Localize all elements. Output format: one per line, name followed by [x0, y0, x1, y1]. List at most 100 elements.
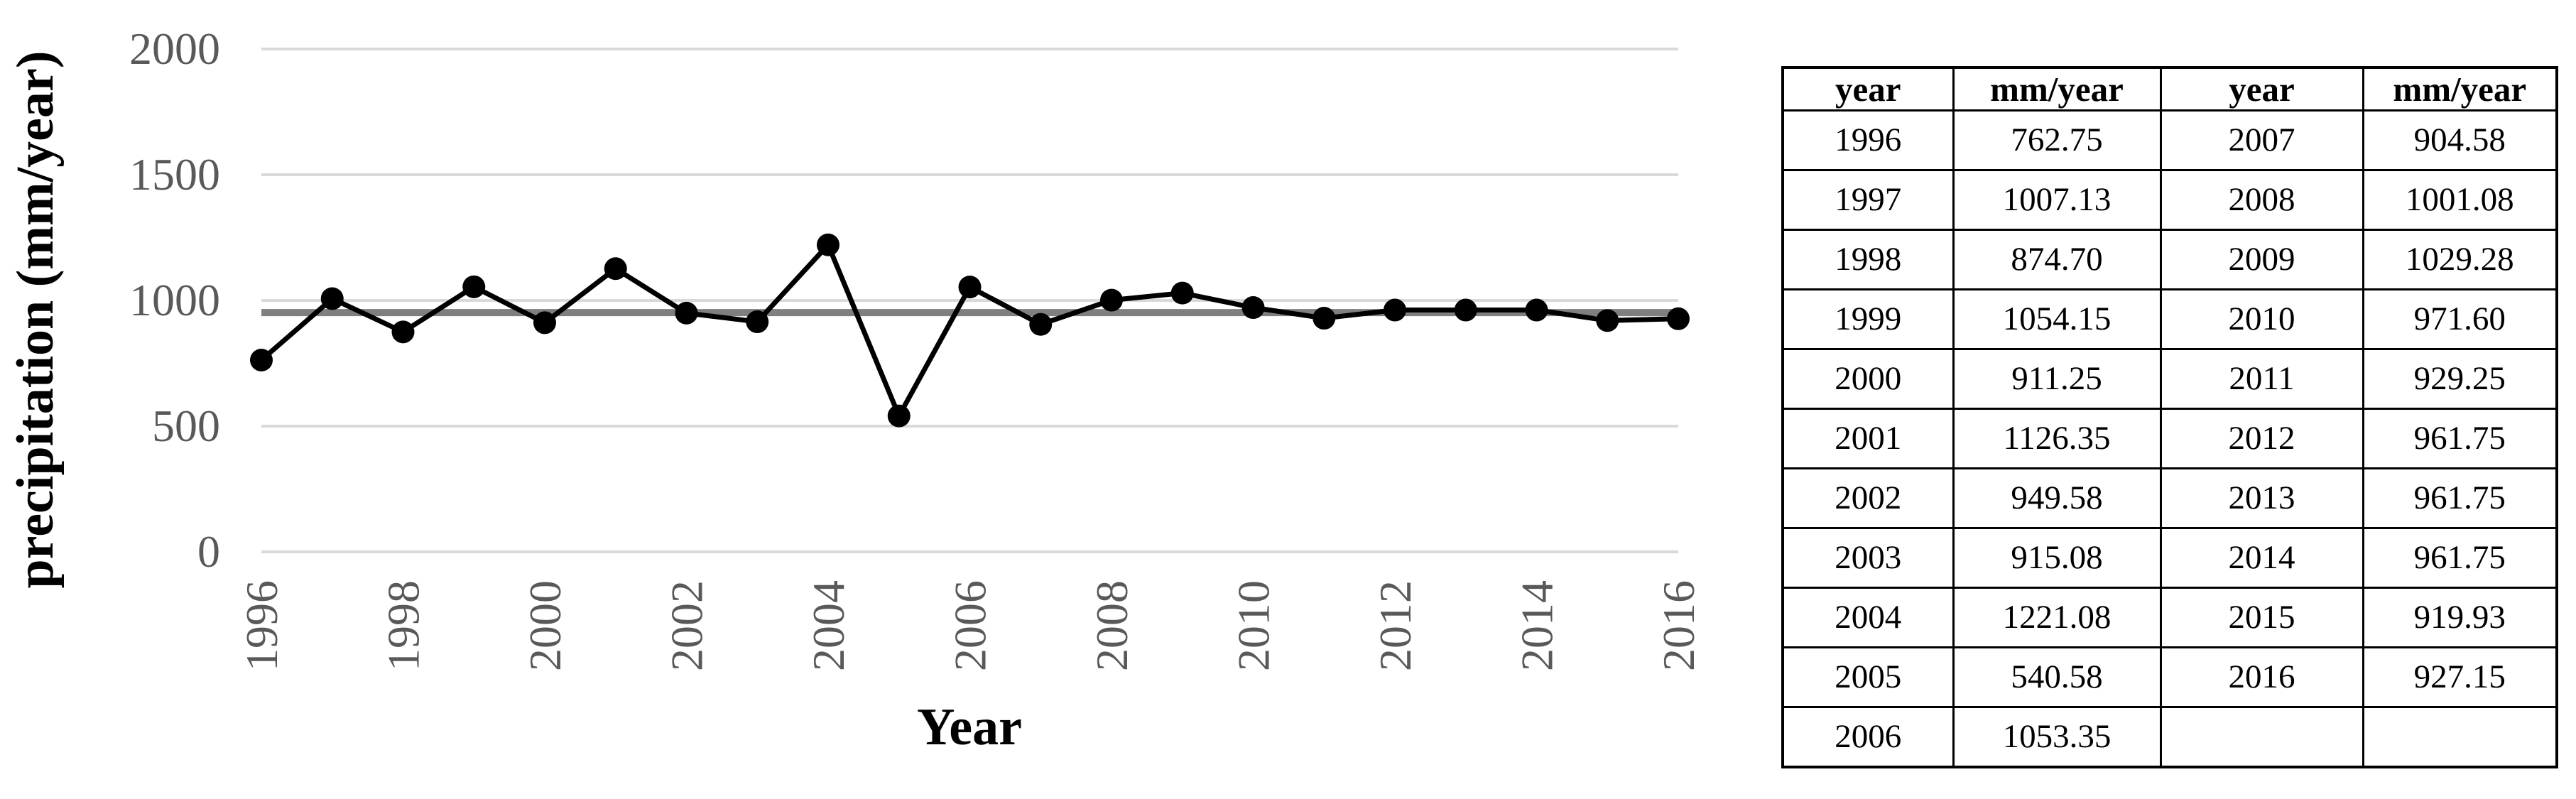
table-row: 1999 1054.15 2010 971.60 — [1781, 288, 2558, 350]
table-row: 2004 1221.08 2015 919.93 — [1781, 586, 2558, 648]
table-cell: 919.93 — [2362, 586, 2558, 648]
y-tick-label: 1000 — [129, 275, 220, 325]
x-tick-label: 2008 — [1087, 580, 1137, 671]
x-tick-label: 1996 — [237, 580, 287, 671]
table-row: 1996 762.75 2007 904.58 — [1781, 109, 2558, 171]
data-point-marker — [1525, 298, 1548, 322]
table-cell: 2000 — [1781, 347, 1955, 410]
y-axis-tick-labels: 0 500 1000 1500 2000 — [129, 23, 220, 577]
table-cell: 929.25 — [2362, 347, 2558, 410]
table-header-row: year mm/year year mm/year — [1781, 66, 2558, 112]
x-tick-label: 2016 — [1653, 580, 1704, 671]
table-cell: 2005 — [1781, 646, 1955, 708]
table-cell: 971.60 — [2362, 288, 2558, 350]
table-cell: 1053.35 — [1952, 705, 2162, 768]
table-row: 2000 911.25 2011 929.25 — [1781, 347, 2558, 410]
precipitation-line-chart: 0 500 1000 1500 2000 1996 1998 2000 2002 2004 200… — [6, 23, 1704, 756]
table-cell: 1007.13 — [1952, 168, 2162, 231]
table-cell: 2006 — [1781, 705, 1955, 768]
x-tick-label: 2012 — [1370, 580, 1420, 671]
data-point-marker — [1241, 296, 1265, 320]
table-cell: 2008 — [2159, 168, 2364, 231]
table-cell: 540.58 — [1952, 646, 2162, 708]
table-cell: 2013 — [2159, 467, 2364, 529]
data-point-marker — [1170, 281, 1194, 305]
table-cell: 915.08 — [1952, 526, 2162, 589]
table-cell: 2014 — [2159, 526, 2364, 589]
table-cell: 2003 — [1781, 526, 1955, 589]
table-row: 1998 874.70 2009 1029.28 — [1781, 228, 2558, 290]
data-line — [259, 242, 1681, 419]
table-cell: 2002 — [1781, 467, 1955, 529]
table-header-cell: mm/year — [2362, 66, 2558, 112]
table-cell: 2007 — [2159, 109, 2364, 171]
table-cell: 1126.35 — [1952, 407, 2162, 469]
data-point-marker — [675, 301, 698, 325]
data-point-marker — [817, 233, 839, 256]
x-tick-label: 2000 — [520, 580, 570, 671]
y-tick-label: 500 — [152, 401, 220, 451]
table-cell: 762.75 — [1952, 109, 2162, 171]
table-cell: 1997 — [1781, 168, 1955, 231]
table-row: 2003 915.08 2014 961.75 — [1781, 526, 2558, 589]
table-cell: 1029.28 — [2362, 228, 2558, 290]
table-cell: 961.75 — [2362, 526, 2558, 589]
data-point-marker — [533, 311, 556, 335]
table-cell: 1221.08 — [1952, 586, 2162, 648]
data-point-marker — [250, 348, 273, 371]
table-cell: 1998 — [1781, 228, 1955, 290]
data-point-marker — [1029, 312, 1053, 336]
x-axis-tick-labels: 1996 1998 2000 2002 2004 2006 2008 2010 2012 2014… — [237, 580, 1704, 671]
data-table-container: year mm/year year mm/year 1996 762.75 2007 904… — [1781, 66, 2558, 768]
table-row: 2001 1126.35 2012 961.75 — [1781, 407, 2558, 469]
y-tick-label: 0 — [197, 526, 220, 577]
data-point-marker — [320, 287, 344, 310]
table-cell: 961.75 — [2362, 467, 2558, 529]
precipitation-table: year mm/year year mm/year 1996 762.75 2007 904… — [1781, 66, 2558, 768]
table-header-cell: mm/year — [1952, 66, 2162, 112]
x-tick-label: 2002 — [662, 580, 712, 671]
x-tick-label: 1998 — [379, 580, 429, 671]
table-header-cell: year — [2159, 66, 2364, 112]
data-point-marker — [604, 257, 627, 281]
table-cell: 2011 — [2159, 347, 2364, 410]
table-cell — [2362, 705, 2558, 768]
table-cell: 1996 — [1781, 109, 1955, 171]
data-point-marker — [1596, 309, 1619, 332]
table-cell: 1001.08 — [2362, 168, 2558, 231]
table-cell: 874.70 — [1952, 228, 2162, 290]
data-point-marker — [1384, 298, 1406, 322]
x-tick-label: 2010 — [1229, 580, 1279, 671]
table-cell: 904.58 — [2362, 109, 2558, 171]
data-point-marker — [462, 275, 486, 298]
x-tick-label: 2014 — [1512, 580, 1563, 671]
table-cell: 961.75 — [2362, 407, 2558, 469]
data-point-marker — [1454, 298, 1477, 322]
table-cell: 2009 — [2159, 228, 2364, 290]
table-cell — [2159, 705, 2364, 768]
data-point-marker — [958, 276, 982, 299]
data-point-marker — [1100, 288, 1123, 312]
table-row: 1997 1007.13 2008 1001.08 — [1781, 168, 2558, 231]
table-row: 2006 1053.35 — [1781, 705, 2558, 768]
data-points — [250, 233, 1690, 428]
x-tick-label: 2004 — [803, 580, 854, 671]
data-point-marker — [1313, 307, 1336, 330]
table-row: 2005 540.58 2016 927.15 — [1781, 646, 2558, 708]
table-body: 1996 762.75 2007 904.58 1997 1007.13 2008 1001.… — [1781, 109, 2558, 768]
y-tick-label: 1500 — [129, 149, 220, 200]
table-cell: 2012 — [2159, 407, 2364, 469]
y-tick-label: 2000 — [129, 23, 220, 74]
y-axis-title: precipitation (mm/year) — [6, 51, 65, 589]
table-header-cell: year — [1781, 66, 1955, 112]
table-cell: 927.15 — [2362, 646, 2558, 708]
data-point-marker — [1667, 307, 1690, 330]
data-point-marker — [887, 404, 911, 428]
table-cell: 2010 — [2159, 288, 2364, 350]
table-cell: 949.58 — [1952, 467, 2162, 529]
table-cell: 2015 — [2159, 586, 2364, 648]
table-row: 2002 949.58 2013 961.75 — [1781, 467, 2558, 529]
table-cell: 2016 — [2159, 646, 2364, 708]
x-tick-label: 2006 — [945, 580, 996, 671]
